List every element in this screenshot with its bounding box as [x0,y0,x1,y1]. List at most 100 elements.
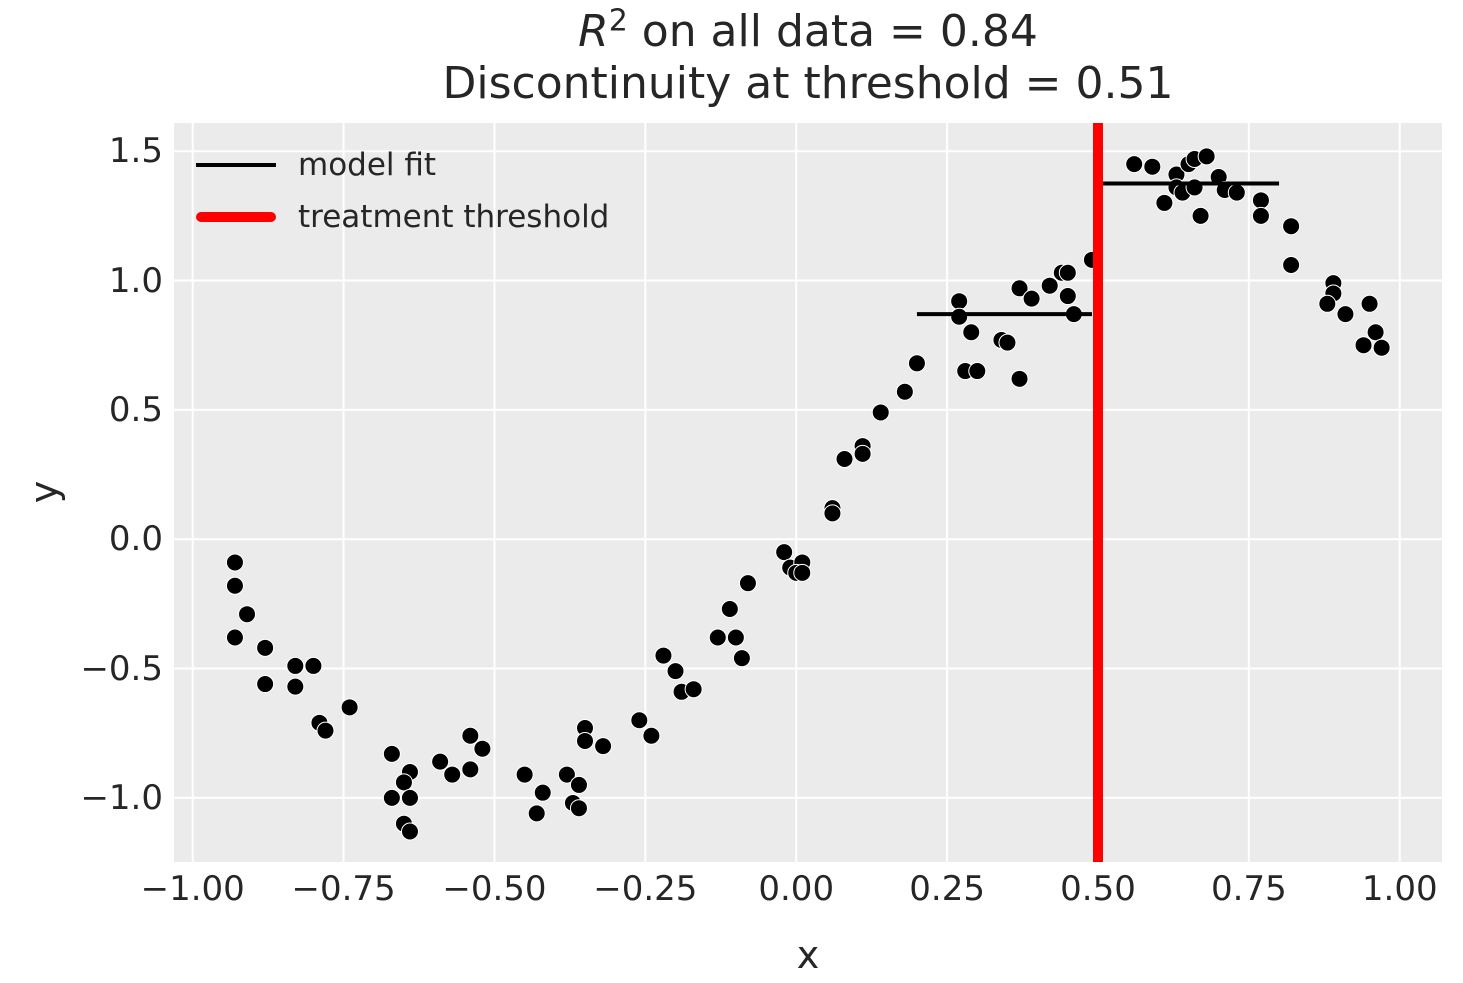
legend-item-treatment-threshold: treatment threshold [196,191,609,243]
scatter-point [225,628,244,647]
scatter-point [1366,323,1385,342]
scatter-point [720,600,739,619]
x-axis-label: x [796,933,820,977]
scatter-point [286,677,305,696]
scatter-point [998,333,1017,352]
x-tick-label: 0.25 [909,869,985,909]
scatter-point [431,752,450,771]
scatter-point [642,726,661,745]
scatter-point [1336,305,1355,324]
scatter-point [1354,336,1373,355]
scatter-point [962,323,981,342]
scatter-point [316,721,335,740]
scatter-point [950,292,969,311]
scatter-point [394,773,413,792]
y-tick-label: 0.5 [108,389,163,430]
scatter-point [382,744,401,763]
scatter-point [304,656,323,675]
r-exponent: 2 [608,3,628,39]
y-axis-label: y [22,480,66,504]
scatter-point [515,765,534,784]
scatter-point [1143,157,1162,176]
scatter-point [473,739,492,758]
scatter-point [708,628,727,647]
scatter-point [1155,193,1174,212]
scatter-point [738,574,757,593]
scatter-point [256,638,275,657]
scatter-point [1191,206,1210,225]
chart-title-line1: R2 on all data = 0.84 [174,6,1442,58]
scatter-point [594,737,613,756]
scatter-point [1125,155,1144,174]
legend-label-treatment-threshold: treatment threshold [298,199,610,235]
chart-title-line1-text: on all data = 0.84 [627,6,1038,57]
scatter-point [950,307,969,326]
scatter-point [775,543,794,562]
x-tick-label: −0.75 [291,869,396,909]
scatter-point [1010,279,1029,298]
scatter-point [1251,206,1270,225]
chart-title: R2 on all data = 0.84 Discontinuity at t… [174,6,1442,110]
r-symbol: R [578,6,609,57]
scatter-point [1318,294,1337,313]
x-tick-label: 0.00 [758,869,835,909]
scatter-point [382,788,401,807]
scatter-point [286,656,305,675]
scatter-point [895,382,914,401]
scatter-point [569,799,588,818]
x-tick-label: 1.00 [1361,869,1438,909]
x-tick-label: 0.50 [1060,869,1136,909]
legend-label-model-fit: model fit [298,147,437,183]
scatter-chart [174,123,1442,862]
scatter-point [823,504,842,523]
scatter-point [1282,256,1301,275]
model-fit-line-swatch [196,163,276,167]
scatter-point [461,726,480,745]
scatter-point [238,605,257,624]
scatter-point [1022,289,1041,308]
scatter-point [533,783,552,802]
scatter-point [1251,191,1270,210]
scatter-point [654,646,673,665]
scatter-point [225,576,244,595]
scatter-point [1058,263,1077,282]
scatter-point [1282,217,1301,236]
legend: model fit treatment threshold [196,139,609,243]
scatter-point [726,628,745,647]
scatter-point [527,804,546,823]
chart-title-line2: Discontinuity at threshold = 0.51 [442,58,1174,109]
x-tick-label: −1.00 [140,869,245,909]
scatter-point [1058,287,1077,306]
scatter-point [1010,369,1029,388]
scatter-point [1040,276,1059,295]
scatter-point [630,711,649,730]
scatter-point [1197,147,1216,166]
scatter-point [443,765,462,784]
x-tick-label: 0.75 [1211,869,1287,909]
scatter-point [256,675,275,694]
scatter-point [340,698,359,717]
x-tick-label: −0.25 [593,869,698,909]
legend-item-model-fit: model fit [196,139,609,191]
scatter-point [1227,183,1246,202]
scatter-point [575,731,594,750]
y-tick-label: −1.0 [80,777,163,818]
scatter-point [1372,338,1391,357]
scatter-point [225,553,244,572]
scatter-point [666,662,685,681]
scatter-point [1185,178,1204,197]
y-tick-label: 1.5 [108,131,163,172]
scatter-point [968,362,987,381]
scatter-point [557,765,576,784]
scatter-point [732,649,751,668]
scatter-point [793,563,812,582]
scatter-point [461,760,480,779]
scatter-point [1360,294,1379,313]
scatter-point [871,403,890,422]
scatter-point [400,822,419,841]
scatter-point [569,775,588,794]
scatter-point [835,450,854,469]
scatter-point [684,680,703,699]
scatter-point [907,354,926,373]
